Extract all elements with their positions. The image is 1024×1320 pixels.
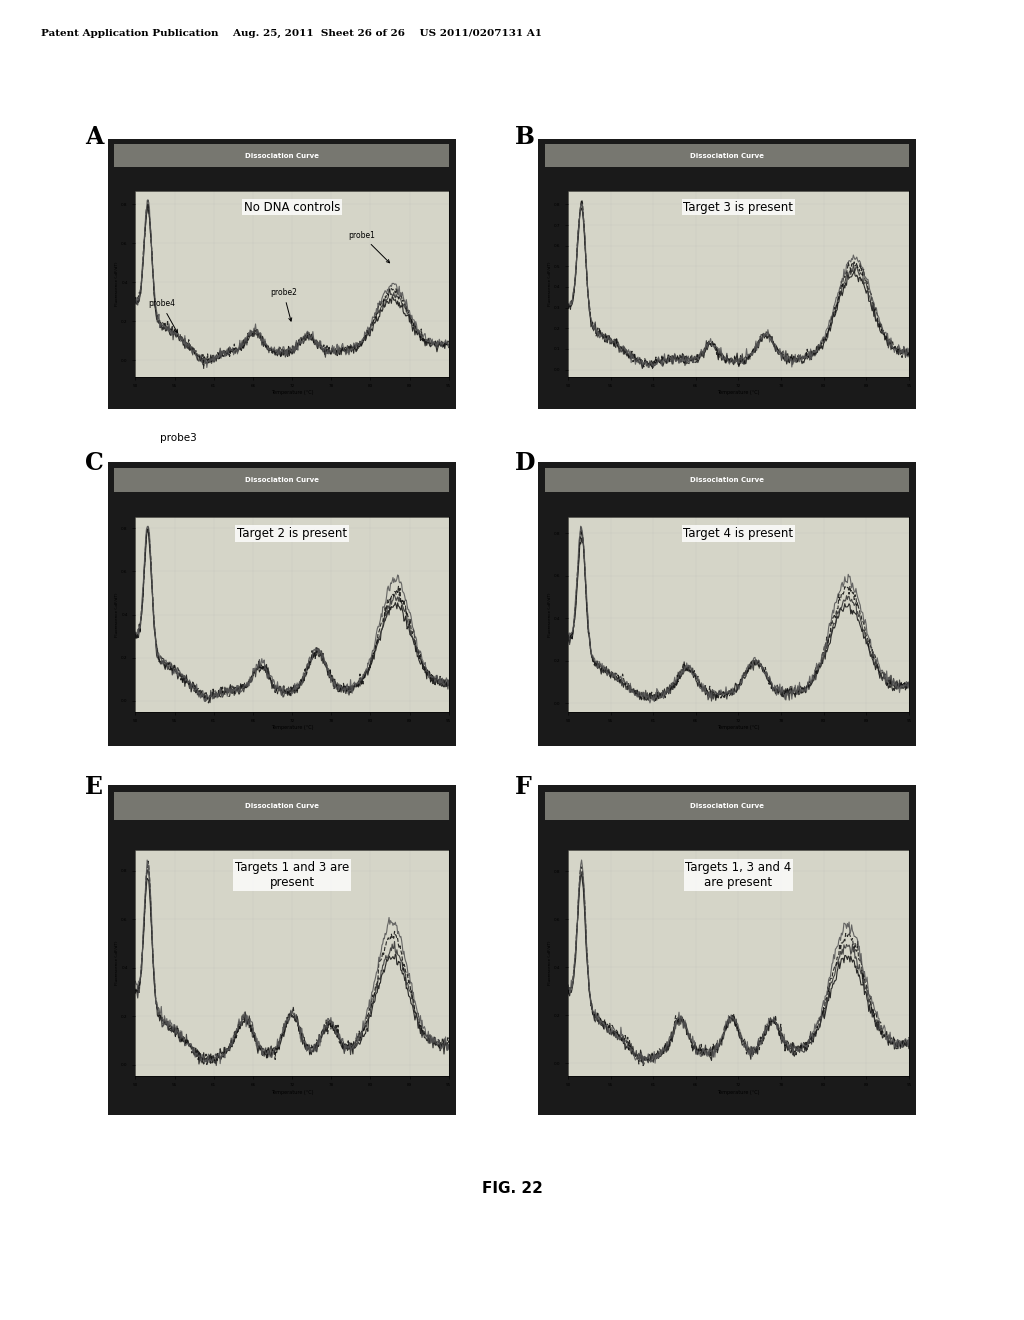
X-axis label: Temperature (°C): Temperature (°C): [717, 1089, 760, 1094]
Text: probe2: probe2: [270, 288, 297, 321]
Text: probe4: probe4: [147, 300, 177, 333]
Text: F: F: [515, 775, 531, 799]
Text: C: C: [85, 451, 103, 475]
Text: Target 3 is present: Target 3 is present: [683, 201, 794, 214]
Text: Targets 1 and 3 are
present: Targets 1 and 3 are present: [234, 861, 349, 890]
Y-axis label: Fluorescence (-dF/dT): Fluorescence (-dF/dT): [115, 593, 119, 636]
Text: Target 4 is present: Target 4 is present: [683, 527, 794, 540]
Y-axis label: Fluorescence (-dF/dT): Fluorescence (-dF/dT): [548, 261, 552, 306]
Text: Dissociation Curve: Dissociation Curve: [690, 477, 764, 483]
X-axis label: Temperature (°C): Temperature (°C): [717, 391, 760, 396]
Text: A: A: [85, 125, 103, 149]
Text: Patent Application Publication    Aug. 25, 2011  Sheet 26 of 26    US 2011/02071: Patent Application Publication Aug. 25, …: [41, 29, 542, 38]
Text: Dissociation Curve: Dissociation Curve: [245, 153, 318, 158]
Text: D: D: [515, 451, 536, 475]
Y-axis label: Fluorescence (-dF/dT): Fluorescence (-dF/dT): [115, 261, 119, 306]
X-axis label: Temperature (°C): Temperature (°C): [270, 726, 313, 730]
Text: probe3: probe3: [160, 433, 197, 444]
Text: Dissociation Curve: Dissociation Curve: [245, 477, 318, 483]
X-axis label: Temperature (°C): Temperature (°C): [270, 391, 313, 396]
Text: No DNA controls: No DNA controls: [244, 201, 340, 214]
Text: Dissociation Curve: Dissociation Curve: [690, 153, 764, 158]
Text: probe1: probe1: [348, 231, 389, 263]
Text: Dissociation Curve: Dissociation Curve: [690, 803, 764, 809]
X-axis label: Temperature (°C): Temperature (°C): [270, 1089, 313, 1094]
Y-axis label: Fluorescence (-dF/dT): Fluorescence (-dF/dT): [548, 941, 552, 985]
Y-axis label: Fluorescence (-dF/dT): Fluorescence (-dF/dT): [548, 593, 552, 636]
X-axis label: Temperature (°C): Temperature (°C): [717, 726, 760, 730]
Text: FIG. 22: FIG. 22: [481, 1181, 543, 1196]
Text: Targets 1, 3 and 4
are present: Targets 1, 3 and 4 are present: [685, 861, 792, 890]
Text: Target 2 is present: Target 2 is present: [237, 527, 347, 540]
Text: Dissociation Curve: Dissociation Curve: [245, 803, 318, 809]
Text: E: E: [85, 775, 103, 799]
Y-axis label: Fluorescence (-dF/dT): Fluorescence (-dF/dT): [115, 941, 119, 985]
Text: B: B: [515, 125, 535, 149]
